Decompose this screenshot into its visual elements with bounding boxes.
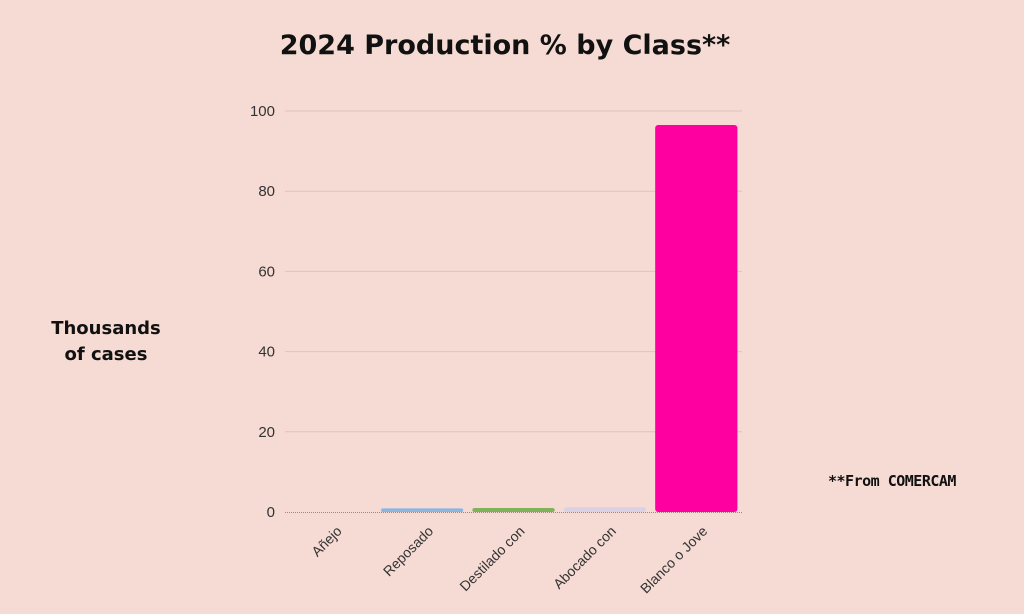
y-axis-ticks: 0 20 40 60 80 100 <box>250 103 275 521</box>
y-axis-label: Thousands of cases <box>36 316 176 368</box>
x-axis-labels: Añejo Reposado Destilado con Abocado con Bla… <box>308 523 710 597</box>
bar <box>563 507 647 512</box>
y-tick-label: 80 <box>258 183 275 200</box>
bars <box>380 125 738 512</box>
x-tick-label: Reposado <box>380 523 437 580</box>
y-tick-label: 40 <box>258 344 275 361</box>
x-tick-label: Abocado con <box>550 523 619 592</box>
x-tick-label: Destilado con <box>456 523 527 594</box>
x-tick-label: Añejo <box>308 523 345 560</box>
y-tick-label: 100 <box>250 103 275 120</box>
y-tick-label: 0 <box>267 504 275 521</box>
y-axis-label-line-2: of cases <box>64 344 148 365</box>
y-tick-label: 60 <box>258 263 275 280</box>
x-tick-label: Blanco o Jove <box>637 523 711 597</box>
y-axis-label-line-1: Thousands <box>51 318 161 339</box>
source-note: **From COMERCAM <box>828 472 956 490</box>
bar <box>655 125 738 512</box>
bar <box>380 508 464 512</box>
chart-title: 2024 Production % by Class** <box>279 30 731 61</box>
bar <box>472 507 555 512</box>
y-tick-label: 20 <box>258 424 275 441</box>
